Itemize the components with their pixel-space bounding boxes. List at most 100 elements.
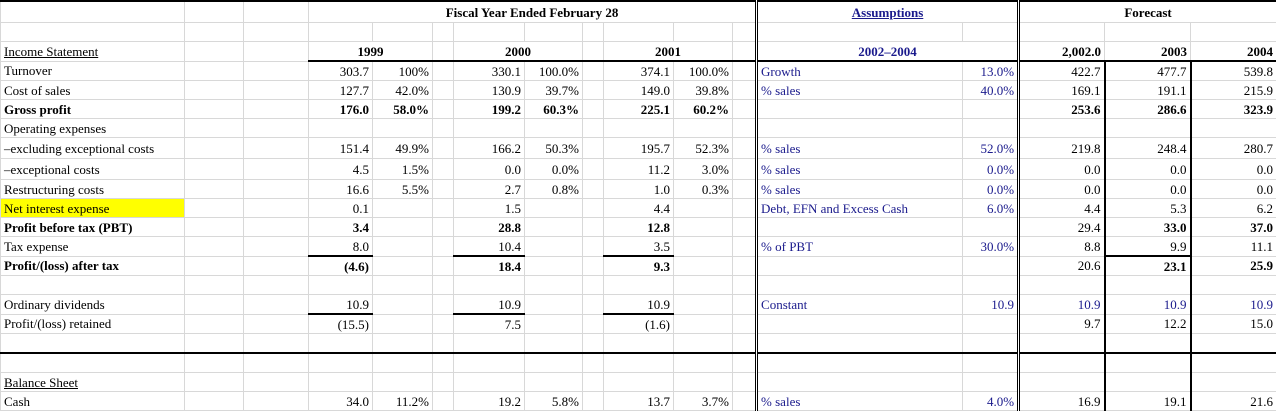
forecast-value[interactable]: 25.9: [1191, 256, 1276, 276]
assumption-label[interactable]: [757, 314, 963, 334]
historical-value[interactable]: 16.6: [309, 180, 373, 199]
historical-value[interactable]: 0.3%: [674, 180, 733, 199]
cell[interactable]: [433, 218, 454, 237]
cell[interactable]: [433, 353, 454, 373]
cell[interactable]: [583, 159, 604, 180]
forecast-value[interactable]: 219.8: [1019, 138, 1105, 159]
historical-value[interactable]: 39.7%: [525, 81, 583, 100]
assumption-label[interactable]: % sales: [757, 180, 963, 199]
cell[interactable]: [244, 256, 309, 276]
assumption-value[interactable]: 52.0%: [963, 138, 1019, 159]
assumption-label[interactable]: [757, 334, 963, 354]
forecast-value[interactable]: 5.3: [1105, 199, 1191, 218]
historical-value[interactable]: [309, 334, 373, 354]
historical-value[interactable]: [604, 276, 674, 295]
historical-value[interactable]: [674, 353, 733, 373]
forecast-value[interactable]: 253.6: [1019, 100, 1105, 119]
historical-value[interactable]: [674, 334, 733, 354]
cell[interactable]: [433, 373, 454, 392]
cell[interactable]: [244, 392, 309, 411]
historical-value[interactable]: 5.8%: [525, 392, 583, 411]
cell[interactable]: [433, 180, 454, 199]
historical-value[interactable]: 18.4: [454, 256, 525, 276]
historical-value[interactable]: 0.0%: [525, 159, 583, 180]
historical-value[interactable]: [525, 199, 583, 218]
historical-value[interactable]: 58.0%: [373, 100, 433, 119]
assumption-label[interactable]: % of PBT: [757, 237, 963, 257]
cell[interactable]: [433, 159, 454, 180]
historical-value[interactable]: [525, 353, 583, 373]
historical-value[interactable]: [674, 199, 733, 218]
cell[interactable]: [185, 353, 244, 373]
row-label[interactable]: Operating expenses: [1, 119, 185, 138]
historical-value[interactable]: 9.3: [604, 256, 674, 276]
assumption-value[interactable]: [963, 119, 1019, 138]
cell[interactable]: [185, 218, 244, 237]
historical-value[interactable]: [525, 218, 583, 237]
cell[interactable]: [244, 199, 309, 218]
historical-value[interactable]: 0.0: [454, 159, 525, 180]
assumption-value[interactable]: [963, 218, 1019, 237]
cell[interactable]: [583, 237, 604, 257]
cell[interactable]: [185, 138, 244, 159]
assumption-value[interactable]: [963, 353, 1019, 373]
historical-value[interactable]: 100.0%: [674, 61, 733, 81]
historical-value[interactable]: [454, 353, 525, 373]
historical-value[interactable]: [674, 314, 733, 334]
cell[interactable]: [733, 353, 757, 373]
forecast-value[interactable]: 9.9: [1105, 237, 1191, 257]
cell[interactable]: [185, 295, 244, 315]
row-label[interactable]: [1, 334, 185, 354]
row-label[interactable]: Profit/(loss) retained: [1, 314, 185, 334]
forecast-value[interactable]: 15.0: [1191, 314, 1276, 334]
historical-value[interactable]: [373, 119, 433, 138]
cell[interactable]: [244, 314, 309, 334]
cell[interactable]: [433, 334, 454, 354]
cell[interactable]: [244, 237, 309, 257]
assumption-value[interactable]: 6.0%: [963, 199, 1019, 218]
assumption-label[interactable]: [757, 276, 963, 295]
row-label[interactable]: Profit/(loss) after tax: [1, 256, 185, 276]
assumption-value[interactable]: [963, 373, 1019, 392]
cell[interactable]: [583, 61, 604, 81]
row-label[interactable]: Turnover: [1, 61, 185, 81]
historical-value[interactable]: 10.9: [309, 295, 373, 315]
historical-value[interactable]: [604, 119, 674, 138]
historical-value[interactable]: [525, 256, 583, 276]
historical-value[interactable]: [373, 334, 433, 354]
cell[interactable]: [433, 81, 454, 100]
cell[interactable]: [733, 218, 757, 237]
historical-value[interactable]: [454, 119, 525, 138]
row-label[interactable]: Gross profit: [1, 100, 185, 119]
forecast-value[interactable]: [1191, 373, 1276, 392]
forecast-value[interactable]: 477.7: [1105, 61, 1191, 81]
cell[interactable]: [244, 218, 309, 237]
forecast-value[interactable]: 0.0: [1019, 159, 1105, 180]
forecast-value[interactable]: 23.1: [1105, 256, 1191, 276]
row-label[interactable]: Cost of sales: [1, 81, 185, 100]
row-label[interactable]: [1, 353, 185, 373]
forecast-value[interactable]: 539.8: [1191, 61, 1276, 81]
historical-value[interactable]: 199.2: [454, 100, 525, 119]
assumption-label[interactable]: % sales: [757, 392, 963, 411]
assumption-value[interactable]: 30.0%: [963, 237, 1019, 257]
historical-value[interactable]: [674, 256, 733, 276]
cell[interactable]: [433, 100, 454, 119]
historical-value[interactable]: [309, 276, 373, 295]
cell[interactable]: [733, 138, 757, 159]
forecast-value[interactable]: [1019, 119, 1105, 138]
assumption-label[interactable]: [757, 353, 963, 373]
historical-value[interactable]: [373, 199, 433, 218]
cell[interactable]: [433, 138, 454, 159]
historical-value[interactable]: [373, 353, 433, 373]
cell[interactable]: [185, 334, 244, 354]
cell[interactable]: [1, 1, 185, 23]
cell[interactable]: [433, 276, 454, 295]
historical-value[interactable]: [373, 295, 433, 315]
cell[interactable]: [185, 199, 244, 218]
cell[interactable]: [583, 100, 604, 119]
forecast-2004-header[interactable]: 2004: [1191, 42, 1276, 62]
historical-value[interactable]: [525, 373, 583, 392]
forecast-value[interactable]: 37.0: [1191, 218, 1276, 237]
historical-value[interactable]: 10.4: [454, 237, 525, 257]
